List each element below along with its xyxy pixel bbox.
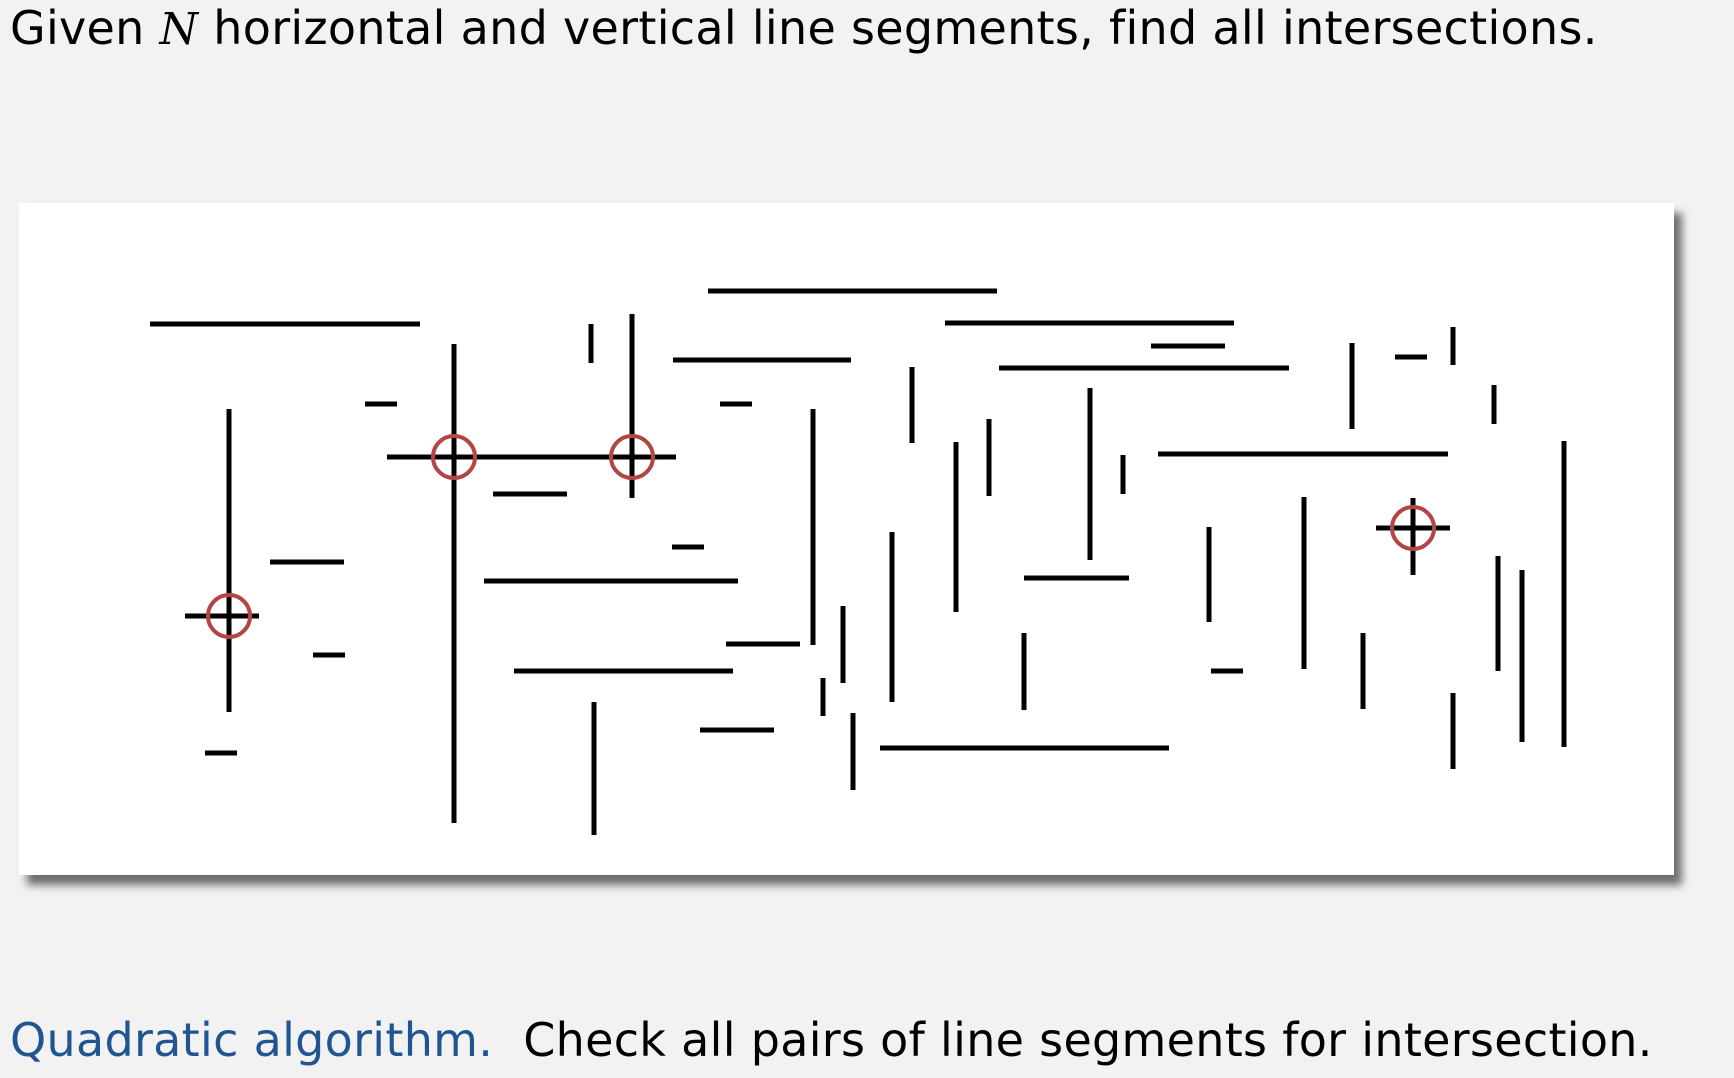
slide-caption: Quadratic algorithm. Check all pairs of l…	[10, 1012, 1653, 1068]
segments-diagram-panel	[19, 203, 1674, 875]
intersection-marker-1	[431, 434, 477, 480]
title-variable-n: N	[159, 4, 199, 55]
intersection-marker-4	[1390, 505, 1436, 551]
slide-title: Given N horizontal and vertical line seg…	[10, 0, 1598, 58]
intersection-marker-2	[609, 434, 655, 480]
caption-text: Check all pairs of line segments for int…	[523, 1013, 1653, 1067]
intersection-marker-3	[206, 593, 252, 639]
caption-label: Quadratic algorithm.	[10, 1013, 494, 1067]
segments-diagram	[150, 288, 1567, 835]
title-suffix: horizontal and vertical line segments, f…	[213, 1, 1598, 55]
title-prefix: Given	[10, 1, 145, 55]
